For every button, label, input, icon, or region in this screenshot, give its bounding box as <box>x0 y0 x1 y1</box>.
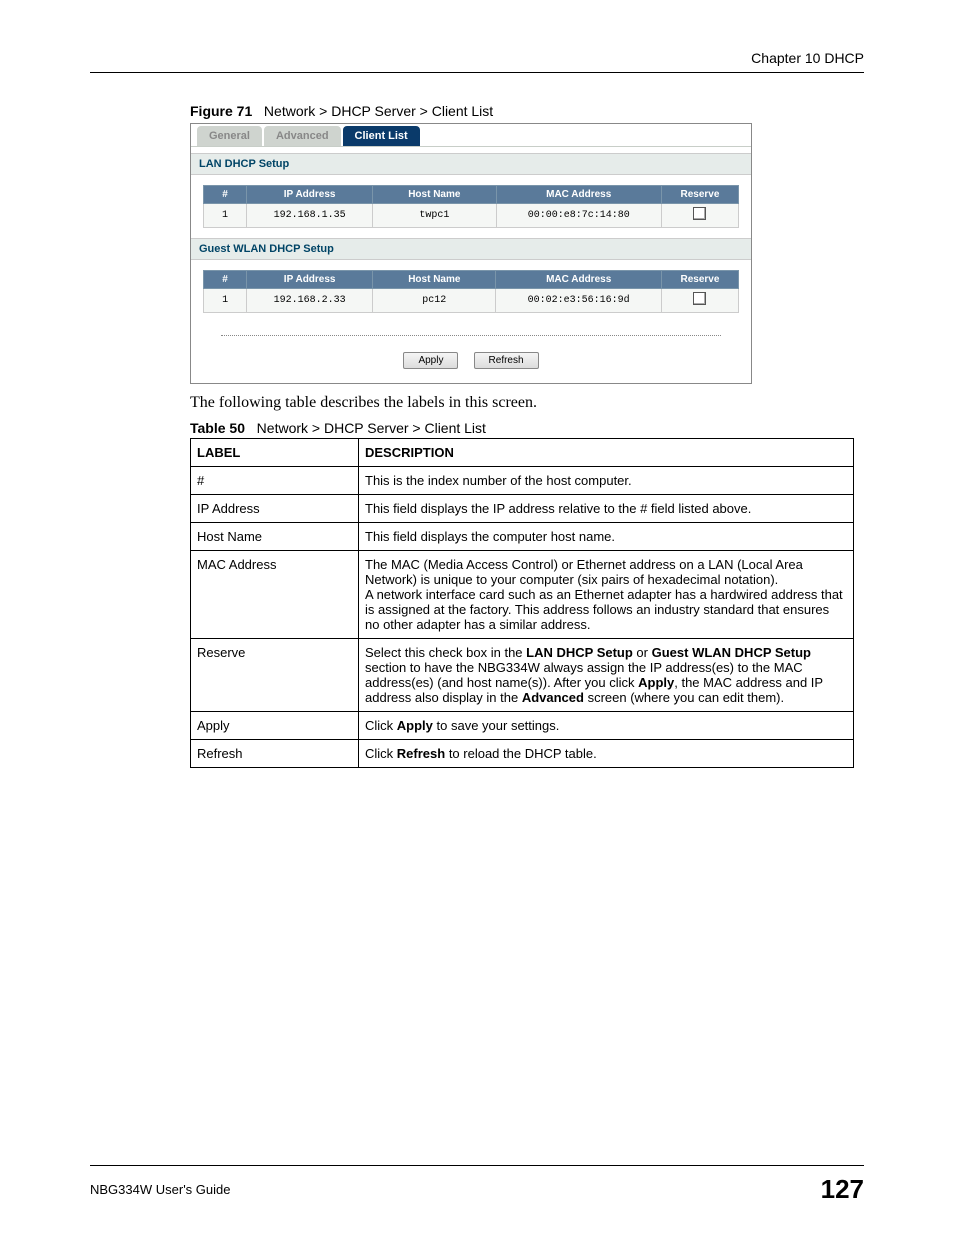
cell-host: twpc1 <box>373 204 496 228</box>
refresh-button[interactable]: Refresh <box>474 352 539 369</box>
cell-mac: 00:02:e3:56:16:9d <box>496 289 661 313</box>
tab-client-list[interactable]: Client List <box>343 126 420 146</box>
table-row: 1 192.168.2.33 pc12 00:02:e3:56:16:9d <box>204 289 739 313</box>
col-header-host: Host Name <box>373 271 496 289</box>
cell-ip: 192.168.2.33 <box>247 289 373 313</box>
desc-th-label: LABEL <box>191 439 359 467</box>
intro-text: The following table describes the labels… <box>190 394 854 412</box>
desc-text: Click Apply to save your settings. <box>359 712 854 740</box>
desc-label: Apply <box>191 712 359 740</box>
col-header-mac: MAC Address <box>496 271 661 289</box>
apply-button[interactable]: Apply <box>403 352 458 369</box>
footer-guide: NBG334W User's Guide <box>90 1182 230 1197</box>
desc-label: Refresh <box>191 740 359 768</box>
col-header-reserve: Reserve <box>661 271 738 289</box>
desc-text: This is the index number of the host com… <box>359 467 854 495</box>
table-row: # This is the index number of the host c… <box>191 467 854 495</box>
desc-text: This field displays the IP address relat… <box>359 495 854 523</box>
desc-text: Select this check box in the LAN DHCP Se… <box>359 639 854 712</box>
separator <box>221 335 721 336</box>
col-header-mac: MAC Address <box>496 186 661 204</box>
cell-reserve <box>661 204 738 228</box>
cell-idx: 1 <box>204 289 247 313</box>
screenshot-panel: General Advanced Client List LAN DHCP Se… <box>190 123 752 384</box>
desc-text: Click Refresh to reload the DHCP table. <box>359 740 854 768</box>
tab-bar: General Advanced Client List <box>191 124 751 146</box>
desc-label: Host Name <box>191 523 359 551</box>
cell-ip: 192.168.1.35 <box>247 204 373 228</box>
table-caption: Table 50 Network > DHCP Server > Client … <box>190 420 854 436</box>
table-row: Reserve Select this check box in the LAN… <box>191 639 854 712</box>
lan-dhcp-table: # IP Address Host Name MAC Address Reser… <box>203 185 739 228</box>
table-label: Table 50 <box>190 420 245 436</box>
table-row: IP Address This field displays the IP ad… <box>191 495 854 523</box>
guest-wlan-dhcp-table: # IP Address Host Name MAC Address Reser… <box>203 270 739 313</box>
reserve-checkbox[interactable] <box>693 292 706 305</box>
desc-text: This field displays the computer host na… <box>359 523 854 551</box>
col-header-ip: IP Address <box>247 186 373 204</box>
reserve-checkbox[interactable] <box>693 207 706 220</box>
section-lan-dhcp: LAN DHCP Setup <box>191 153 751 175</box>
cell-reserve <box>661 289 738 313</box>
desc-label: # <box>191 467 359 495</box>
tab-advanced[interactable]: Advanced <box>264 126 341 146</box>
figure-caption: Figure 71 Network > DHCP Server > Client… <box>190 103 854 119</box>
description-table: LABEL DESCRIPTION # This is the index nu… <box>190 438 854 768</box>
desc-text: The MAC (Media Access Control) or Ethern… <box>359 551 854 639</box>
col-header-reserve: Reserve <box>661 186 738 204</box>
table-row: Refresh Click Refresh to reload the DHCP… <box>191 740 854 768</box>
figure-title: Network > DHCP Server > Client List <box>264 103 493 119</box>
col-header-idx: # <box>204 271 247 289</box>
col-header-idx: # <box>204 186 247 204</box>
section-guest-wlan-dhcp: Guest WLAN DHCP Setup <box>191 238 751 260</box>
table-row: 1 192.168.1.35 twpc1 00:00:e8:7c:14:80 <box>204 204 739 228</box>
footer-page-number: 127 <box>821 1174 864 1205</box>
page-footer: NBG334W User's Guide 127 <box>90 1165 864 1205</box>
cell-mac: 00:00:e8:7c:14:80 <box>496 204 661 228</box>
table-row: Apply Click Apply to save your settings. <box>191 712 854 740</box>
desc-label: Reserve <box>191 639 359 712</box>
table-title: Network > DHCP Server > Client List <box>257 420 486 436</box>
col-header-ip: IP Address <box>247 271 373 289</box>
tab-general[interactable]: General <box>197 126 262 146</box>
figure-label: Figure 71 <box>190 103 252 119</box>
chapter-header: Chapter 10 DHCP <box>90 50 864 73</box>
desc-th-desc: DESCRIPTION <box>359 439 854 467</box>
desc-label: IP Address <box>191 495 359 523</box>
cell-host: pc12 <box>373 289 496 313</box>
desc-label: MAC Address <box>191 551 359 639</box>
table-row: MAC Address The MAC (Media Access Contro… <box>191 551 854 639</box>
table-row: Host Name This field displays the comput… <box>191 523 854 551</box>
col-header-host: Host Name <box>373 186 496 204</box>
cell-idx: 1 <box>204 204 247 228</box>
